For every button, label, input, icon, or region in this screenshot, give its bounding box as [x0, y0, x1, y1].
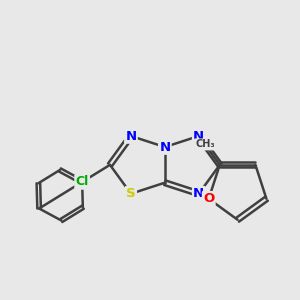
- Text: N: N: [159, 140, 170, 154]
- Text: N: N: [193, 130, 204, 142]
- Text: S: S: [126, 187, 136, 200]
- Text: N: N: [125, 130, 136, 142]
- Text: N: N: [193, 187, 204, 200]
- Text: Cl: Cl: [76, 176, 89, 188]
- Text: CH₃: CH₃: [195, 140, 215, 149]
- Text: O: O: [203, 192, 214, 205]
